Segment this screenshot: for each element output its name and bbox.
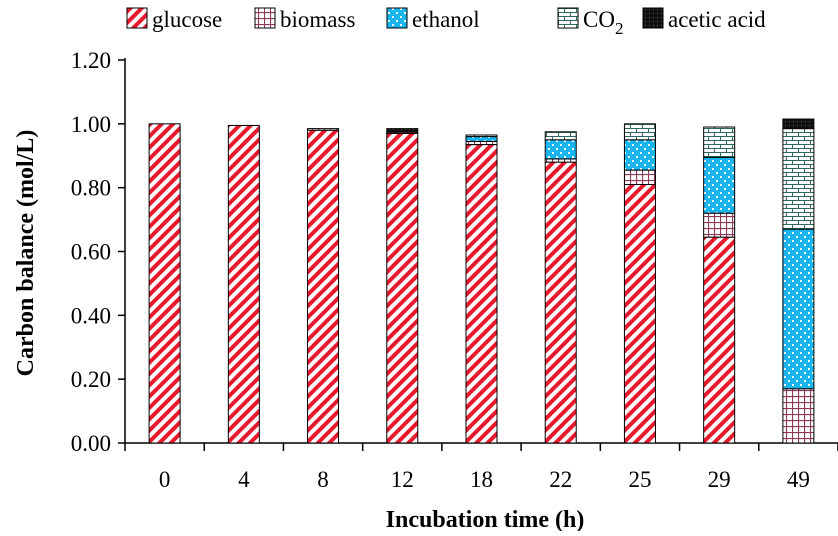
x-tick-label: 18: [470, 467, 493, 492]
bar-stack: [623, 123, 656, 444]
legend-label: acetic acid: [668, 7, 766, 32]
bar-segment-ethanol: [703, 156, 736, 214]
bar-segment-biomass: [623, 169, 656, 185]
bar-segment-acetic: [782, 118, 815, 130]
axes: 0.00 0.20 0.40 0.60 0.80 1.00 1.20 0 4 8 12 18 22 25 2…: [71, 48, 838, 492]
bar-stack: [544, 131, 577, 444]
bar-segment-co2: [703, 126, 736, 158]
bar-segment-glucose: [386, 132, 419, 444]
legend-label: glucose: [152, 7, 222, 32]
y-tick-label: 0.20: [71, 367, 111, 392]
bar-segment-glucose: [148, 123, 181, 444]
bar-segment-ethanol: [623, 139, 656, 171]
y-tick-label: 0.00: [71, 431, 111, 456]
x-tick-label: 4: [238, 467, 250, 492]
bars: [148, 118, 815, 444]
bar-segment-acetic: [386, 128, 419, 133]
x-tick-label: 8: [317, 467, 329, 492]
x-axis-title: Incubation time (h): [386, 507, 585, 531]
bar-stack: [307, 128, 340, 444]
bar-stack: [703, 126, 736, 444]
x-tick-label: 49: [787, 467, 810, 492]
y-tick-label: 1.20: [71, 48, 111, 73]
x-tick-label: 25: [628, 467, 651, 492]
legend-swatch: [557, 7, 579, 29]
bar-stack: [148, 123, 181, 444]
legend-label: CO2: [583, 7, 623, 38]
y-tick-label: 0.40: [71, 303, 111, 328]
legend-item-acetic: acetic acid: [642, 7, 766, 32]
legend-item-biomass: biomass: [254, 7, 355, 32]
bar-stack: [227, 124, 260, 444]
bar-segment-glucose: [465, 144, 498, 444]
bar-segment-glucose: [703, 236, 736, 444]
bar-segment-ethanol: [544, 139, 577, 160]
x-tick-label: 0: [159, 467, 171, 492]
legend-label: ethanol: [412, 7, 480, 32]
bar-segment-glucose: [623, 183, 656, 444]
bar-segment-co2: [623, 123, 656, 141]
bar-segment-ethanol: [782, 228, 815, 390]
x-tick-label: 12: [391, 467, 414, 492]
bar-segment-biomass: [782, 388, 815, 444]
y-tick-label: 0.80: [71, 176, 111, 201]
legend: glucose biomass ethanol CO2 acetic acid: [126, 7, 766, 38]
legend-swatch: [642, 7, 664, 29]
bar-segment-glucose: [307, 129, 340, 444]
legend-swatch: [386, 7, 408, 29]
x-tick-label: 22: [549, 467, 572, 492]
legend-label: biomass: [280, 7, 355, 32]
legend-item-ethanol: ethanol: [386, 7, 480, 32]
legend-swatch: [254, 7, 276, 29]
bar-stack: [386, 128, 419, 444]
bar-segment-biomass: [307, 128, 340, 131]
bar-segment-co2: [782, 128, 815, 230]
y-tick-label: 0.60: [71, 240, 111, 265]
bar-segment-glucose: [227, 124, 260, 444]
legend-item-co2: CO2: [557, 7, 623, 38]
legend-item-glucose: glucose: [126, 7, 222, 32]
bar-stack: [465, 134, 498, 444]
y-tick-label: 1.00: [71, 112, 111, 137]
bar-segment-biomass: [703, 212, 736, 238]
bar-segment-glucose: [544, 161, 577, 444]
bar-segment-ethanol: [465, 136, 498, 142]
bar-stack: [782, 118, 815, 444]
legend-swatch: [126, 7, 148, 29]
x-tick-label: 29: [708, 467, 731, 492]
bar-segment-co2: [544, 131, 577, 141]
bar-segment-co2: [465, 134, 498, 138]
y-axis-title: Carbon balance (mol/L): [13, 130, 39, 377]
